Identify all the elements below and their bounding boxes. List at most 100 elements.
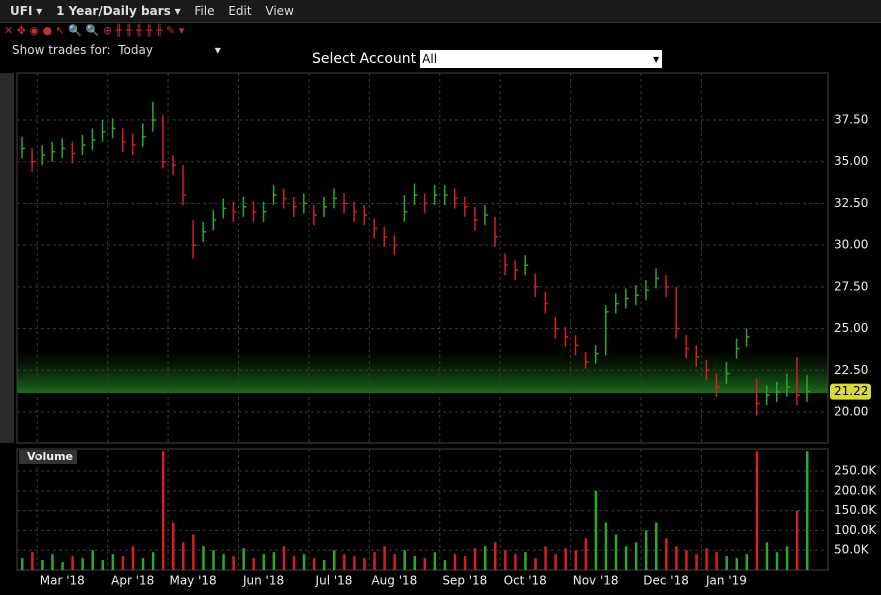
x-tick-label: Nov '18 xyxy=(573,574,619,588)
menu-file[interactable]: File xyxy=(194,4,215,18)
volume-bar xyxy=(121,556,125,570)
volume-bar xyxy=(171,522,175,570)
y-tick-label: 150.0K xyxy=(834,503,877,517)
menu-edit[interactable]: Edit xyxy=(228,4,252,18)
volume-bar xyxy=(383,546,386,570)
tool-icons[interactable]: ✕ ✥ ◉ ● ↖ 🔍 🔍 ⊕ ╫ ╫ ╫ ╫ ╫ ✎ ▾ xyxy=(4,24,185,37)
volume-bar xyxy=(202,546,205,570)
volume-bar xyxy=(564,548,567,570)
volume-bar xyxy=(41,560,44,570)
volume-bar xyxy=(584,538,588,570)
volume-bar xyxy=(332,550,336,570)
volume-bar xyxy=(131,546,135,570)
volume-bar xyxy=(795,510,799,570)
price-band xyxy=(17,350,828,393)
y-tick-label: 35.00 xyxy=(834,154,868,168)
menu-view[interactable]: View xyxy=(265,4,294,18)
volume-bar xyxy=(483,546,487,570)
volume-bar xyxy=(705,548,708,570)
show-trades-value[interactable]: Today xyxy=(118,43,153,57)
volume-bar xyxy=(473,548,477,570)
volume-bar xyxy=(302,554,306,570)
x-tick-label: Mar '18 xyxy=(40,574,85,588)
volume-bar xyxy=(614,534,618,570)
x-tick-label: Sep '18 xyxy=(442,574,487,588)
y-tick-label: 30.00 xyxy=(834,238,868,252)
price-frame xyxy=(16,72,829,444)
volume-bar xyxy=(695,554,698,570)
show-trades: Show trades for: Today ▾ xyxy=(12,43,221,57)
y-tick-label: 50.0K xyxy=(834,543,870,557)
volume-bar xyxy=(805,451,809,570)
volume-bar xyxy=(51,554,54,570)
volume-bar xyxy=(413,556,416,570)
y-tick-label: 25.00 xyxy=(834,321,868,335)
volume-bar xyxy=(91,550,94,570)
volume-bar xyxy=(81,558,84,570)
volume-bar xyxy=(604,522,608,570)
volume-bar xyxy=(192,534,195,570)
volume-bar xyxy=(363,558,366,570)
volume-bar xyxy=(403,550,406,570)
symbol[interactable]: UFI xyxy=(10,4,33,18)
x-tick-label: Jan '19 xyxy=(705,574,747,588)
volume-bar xyxy=(775,552,779,570)
account-label: Select Account xyxy=(312,51,417,67)
x-tick-label: Aug '18 xyxy=(371,574,417,588)
volume-bar xyxy=(161,451,165,570)
x-tick-label: Jun '18 xyxy=(242,574,284,588)
volume-bar xyxy=(685,550,688,570)
volume-bar xyxy=(423,558,427,570)
y-tick-label: 250.0K xyxy=(834,464,877,478)
y-tick-label: 32.50 xyxy=(834,196,868,210)
volume-bar xyxy=(101,560,105,570)
volume-bar xyxy=(443,560,447,570)
toolbar: UFI ▾ 1 Year/Daily bars ▾ File Edit View xyxy=(0,0,881,23)
volume-bar xyxy=(242,548,245,570)
volume-bar xyxy=(594,490,598,570)
volume-bar xyxy=(765,542,769,570)
volume-bar xyxy=(735,558,739,570)
y-tick-label: 22.50 xyxy=(834,363,868,377)
volume-bar xyxy=(292,556,296,570)
volume-bar xyxy=(574,550,578,570)
volume-bar xyxy=(61,562,64,570)
volume-bar xyxy=(554,554,557,570)
volume-bar xyxy=(755,451,759,570)
volume-bar xyxy=(151,552,155,570)
volume-bar xyxy=(725,556,728,570)
volume-bar xyxy=(544,546,547,570)
volume-bar xyxy=(111,554,115,570)
volume-bar xyxy=(514,554,517,570)
volume-bar xyxy=(232,556,235,570)
volume-bar xyxy=(393,554,396,570)
account-select[interactable]: All ▾ xyxy=(420,50,663,68)
show-trades-label: Show trades for: xyxy=(12,43,111,57)
x-tick-label: Apr '18 xyxy=(111,574,154,588)
account: Select Account All ▾ xyxy=(312,50,663,68)
volume-bar xyxy=(182,542,185,570)
volume-bar xyxy=(262,554,266,570)
volume-bar xyxy=(634,542,638,570)
volume-bar xyxy=(222,554,225,570)
volume-bar xyxy=(644,530,648,570)
volume-bar xyxy=(504,550,507,570)
side-bar xyxy=(0,73,14,443)
volume-bar xyxy=(524,552,527,570)
volume-bar xyxy=(624,546,628,570)
volume-bar xyxy=(655,522,658,570)
volume-bar xyxy=(322,560,326,570)
volume-bar xyxy=(312,558,316,570)
volume-bar xyxy=(433,552,437,570)
x-tick-label: May '18 xyxy=(170,574,217,588)
volume-bar xyxy=(675,546,678,570)
volume-bar xyxy=(353,556,356,570)
y-tick-label: 37.50 xyxy=(834,113,868,127)
volume-bar xyxy=(534,558,537,570)
volume-frame xyxy=(16,448,829,571)
period[interactable]: 1 Year/Daily bars xyxy=(56,4,171,18)
y-tick-label: 100.0K xyxy=(834,523,877,537)
volume-bar xyxy=(745,554,749,570)
